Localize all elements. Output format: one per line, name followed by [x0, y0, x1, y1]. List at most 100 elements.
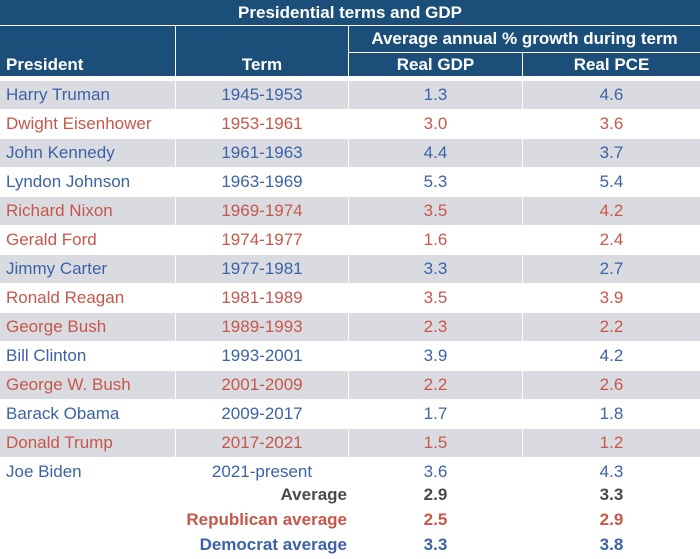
column-divider [175, 342, 176, 370]
president-cell: Lyndon Johnson [6, 172, 131, 191]
column-divider [522, 110, 523, 138]
column-divider [175, 255, 176, 283]
term-cell: 1963-1969 [221, 172, 303, 191]
term-cell: 1953-1961 [221, 114, 303, 133]
term-cell: 1981-1989 [221, 288, 303, 307]
pce-cell: 4.2 [599, 346, 624, 365]
pce-cell: 1.2 [599, 433, 624, 452]
column-divider [175, 81, 176, 109]
column-divider [175, 197, 176, 225]
term-cell: 1993-2001 [221, 346, 303, 365]
table-row: Lyndon Johnson 1963-1969 5.3 5.4 [0, 168, 700, 196]
term-cell: 2001-2009 [221, 375, 303, 394]
column-divider [522, 400, 523, 428]
pce-cell: 3.9 [599, 288, 624, 307]
summary-row: Republican average 2.5 2.9 [0, 507, 700, 532]
column-divider [175, 110, 176, 138]
column-divider [175, 458, 176, 486]
president-cell: Joe Biden [6, 462, 82, 481]
pce-cell: 2.7 [599, 259, 624, 278]
column-divider [348, 284, 349, 312]
term-cell: 2017-2021 [221, 433, 303, 452]
column-divider [522, 168, 523, 196]
pce-cell: 5.4 [599, 172, 624, 191]
president-cell: John Kennedy [6, 143, 115, 162]
president-cell: George W. Bush [6, 375, 131, 394]
table-row: George W. Bush 2001-2009 2.2 2.6 [0, 371, 700, 399]
column-divider [522, 458, 523, 486]
column-divider [522, 197, 523, 225]
column-divider [175, 284, 176, 312]
table-row: Barack Obama 2009-2017 1.7 1.8 [0, 400, 700, 428]
column-divider [348, 371, 349, 399]
column-divider [175, 139, 176, 167]
term-cell: 1974-1977 [221, 230, 303, 249]
table-row: Richard Nixon 1969-1974 3.5 4.2 [0, 197, 700, 225]
column-divider [522, 226, 523, 254]
column-divider [175, 168, 176, 196]
column-divider [522, 139, 523, 167]
column-divider [175, 400, 176, 428]
table-row: Joe Biden 2021-present 3.6 4.3 [0, 458, 700, 486]
gdp-cell: 3.6 [423, 462, 448, 481]
pce-cell: 4.2 [599, 201, 624, 220]
column-divider [348, 168, 349, 196]
president-cell: George Bush [6, 317, 107, 336]
column-divider [348, 197, 349, 225]
column-divider [522, 255, 523, 283]
president-cell: Barack Obama [6, 404, 120, 423]
pce-cell: 1.8 [599, 404, 624, 423]
column-divider [348, 429, 349, 457]
term-cell: 1945-1953 [221, 85, 303, 104]
president-cell: Richard Nixon [6, 201, 113, 220]
pce-cell: 2.2 [599, 317, 624, 336]
term-cell: 1969-1974 [221, 201, 303, 220]
pce-cell: 2.4 [599, 230, 624, 249]
president-cell: Ronald Reagan [6, 288, 125, 307]
column-divider [522, 81, 523, 109]
table-row: Harry Truman 1945-1953 1.3 4.6 [0, 81, 700, 109]
column-divider [348, 226, 349, 254]
column-divider [175, 429, 176, 457]
table-row: Ronald Reagan 1981-1989 3.5 3.9 [0, 284, 700, 312]
header-president: President [0, 26, 175, 76]
gdp-cell: 3.9 [423, 346, 448, 365]
table-row: John Kennedy 1961-1963 4.4 3.7 [0, 139, 700, 167]
table-row: Jimmy Carter 1977-1981 3.3 2.7 [0, 255, 700, 283]
term-cell: 1977-1981 [221, 259, 303, 278]
column-divider [348, 81, 349, 109]
header-term-label: Term [241, 55, 283, 74]
gdp-cell: 1.5 [423, 433, 448, 452]
summary-gdp: 3.3 [423, 535, 448, 554]
summary-pce: 3.3 [599, 485, 624, 504]
term-cell: 1989-1993 [221, 317, 303, 336]
column-divider [348, 342, 349, 370]
table-row: Dwight Eisenhower 1953-1961 3.0 3.6 [0, 110, 700, 138]
column-divider [175, 313, 176, 341]
table-row: Gerald Ford 1974-1977 1.6 2.4 [0, 226, 700, 254]
gdp-cell: 2.2 [423, 375, 448, 394]
gdp-cell: 3.5 [423, 201, 448, 220]
president-cell: Dwight Eisenhower [6, 114, 152, 133]
header-real-pce: Real PCE [523, 53, 700, 76]
pce-cell: 2.6 [599, 375, 624, 394]
column-divider [348, 110, 349, 138]
summary-row: Democrat average 3.3 3.8 [0, 532, 700, 557]
pce-cell: 3.6 [599, 114, 624, 133]
header-term: Term [176, 26, 348, 76]
summary-row: Average 2.9 3.3 [0, 482, 700, 507]
summary-gdp: 2.9 [423, 485, 448, 504]
summary-label: Republican average [186, 510, 347, 529]
president-cell: Harry Truman [6, 85, 110, 104]
gdp-cell: 2.3 [423, 317, 448, 336]
gdp-cell: 5.3 [423, 172, 448, 191]
column-divider [175, 226, 176, 254]
summary-label: Average [280, 485, 347, 504]
gdp-cell: 3.0 [423, 114, 448, 133]
summary-gdp: 2.5 [423, 510, 448, 529]
summary-pce: 3.8 [599, 535, 624, 554]
summary-label: Democrat average [199, 535, 347, 554]
pce-cell: 4.3 [599, 462, 624, 481]
header-real-gdp: Real GDP [349, 53, 522, 76]
